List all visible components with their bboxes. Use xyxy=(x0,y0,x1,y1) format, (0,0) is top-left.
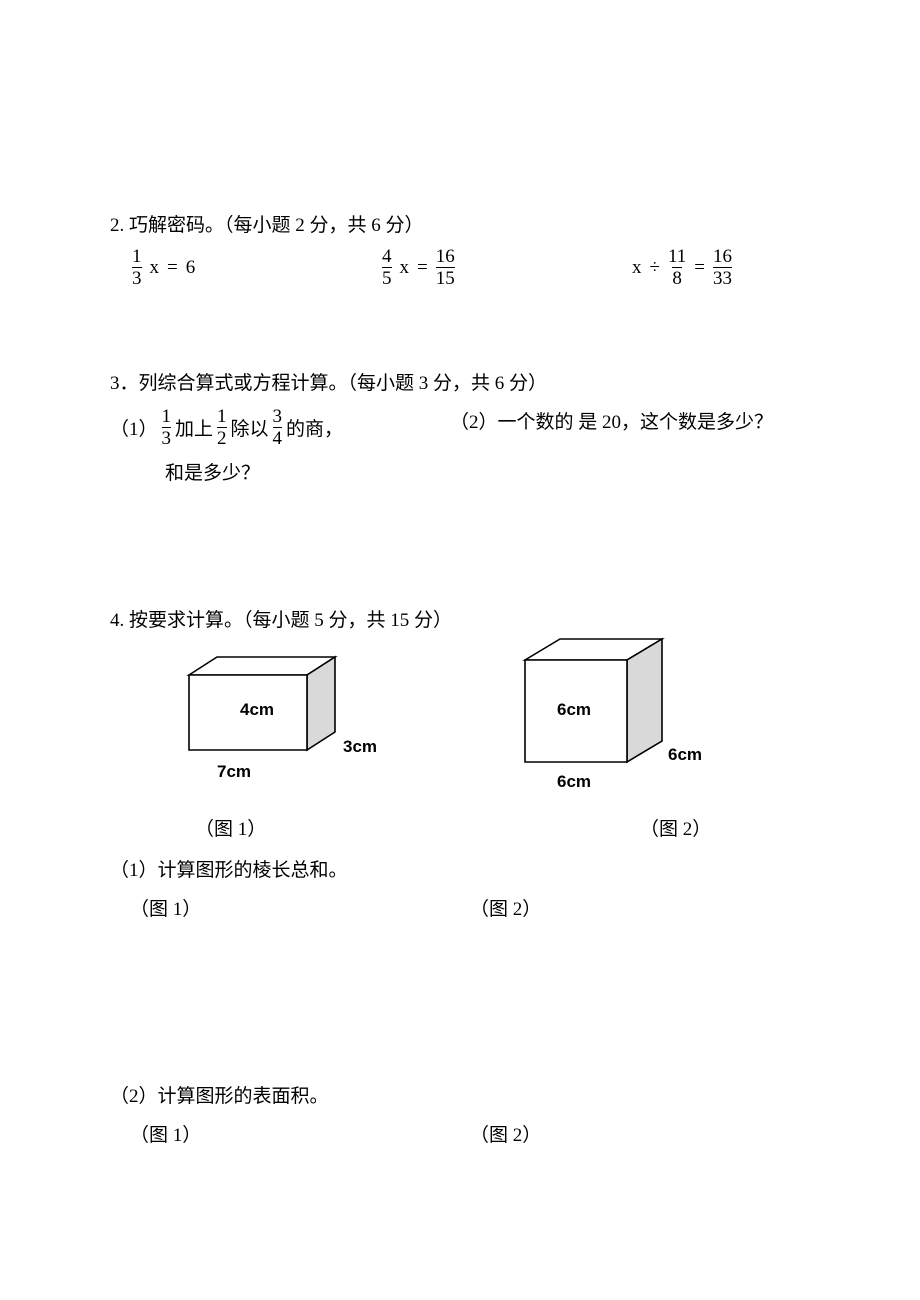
fig2-caption: （图 2） xyxy=(535,814,711,841)
sub1-fig1: （图 1） xyxy=(110,894,470,921)
fraction: 13 xyxy=(162,407,172,448)
problem-3-title: 3．列综合算式或方程计算。（每小题 3 分，共 6 分） xyxy=(110,368,810,395)
problem-2-title: 2. 巧解密码。（每小题 2 分，共 6 分） xyxy=(110,210,810,237)
figure-2: 6cm 6cm 6cm xyxy=(507,632,767,792)
figures-row: 4cm 3cm 7cm 6cm 6cm 6cm xyxy=(110,650,810,792)
problem-4: 4. 按要求计算。（每小题 5 分，共 15 分） 4cm 3cm 7cm xyxy=(110,605,810,1147)
fig2-depth-label: 6cm xyxy=(668,745,702,765)
fig1-height-label: 4cm xyxy=(240,700,274,720)
sub2-fig1: （图 1） xyxy=(110,1120,470,1147)
problem-2: 2. 巧解密码。（每小题 2 分，共 6 分） 13 x = 6 45 x = … xyxy=(110,210,810,288)
fraction: 1633 xyxy=(713,247,732,288)
problem-4-1-title: （1）计算图形的棱长总和。 xyxy=(110,855,810,882)
fraction: 12 xyxy=(217,407,227,448)
equation-1: 13 x = 6 xyxy=(128,247,378,288)
fraction: 118 xyxy=(668,247,686,288)
problem-4-2-title: （2）计算图形的表面积。 xyxy=(110,1081,810,1108)
sub1-fig2: （图 2） xyxy=(470,894,541,921)
fraction: 13 xyxy=(132,247,142,288)
fraction: 34 xyxy=(273,407,283,448)
fig1-depth-label: 3cm xyxy=(343,737,377,757)
fig2-width-label: 6cm xyxy=(557,772,591,792)
fraction: 1615 xyxy=(436,247,455,288)
fig2-height-label: 6cm xyxy=(557,700,591,720)
problem-3-1: （1） 13 加上 12 除以 34 的商， 和是多少？ xyxy=(110,407,450,485)
problem-3-1-line2: 和是多少？ xyxy=(110,458,450,485)
fig1-width-label: 7cm xyxy=(217,762,251,782)
equation-2: 45 x = 1615 xyxy=(378,247,628,288)
problem-4-1-row: （图 1） （图 2） xyxy=(110,894,810,921)
equation-row: 13 x = 6 45 x = 1615 x ÷ 118 = 1633 xyxy=(110,247,810,288)
fig1-caption: （图 1） xyxy=(110,814,535,841)
problem-4-2-row: （图 1） （图 2） xyxy=(110,1120,810,1147)
caption-row: （图 1） （图 2） xyxy=(110,814,810,841)
equation-3: x ÷ 118 = 1633 xyxy=(628,247,736,288)
sub2-fig2: （图 2） xyxy=(470,1120,541,1147)
problem-3-1-line1: （1） 13 加上 12 除以 34 的商， xyxy=(110,407,450,448)
problem-4-title: 4. 按要求计算。（每小题 5 分，共 15 分） xyxy=(110,605,810,632)
problem-3-2: （2）一个数的 是 20，这个数是多少？ xyxy=(450,407,810,485)
figure-1: 4cm 3cm 7cm xyxy=(162,650,502,790)
problem-3-body: （1） 13 加上 12 除以 34 的商， 和是多少？ （2）一个数的 是 2… xyxy=(110,407,810,485)
problem-3: 3．列综合算式或方程计算。（每小题 3 分，共 6 分） （1） 13 加上 1… xyxy=(110,368,810,485)
fraction: 45 xyxy=(382,247,392,288)
